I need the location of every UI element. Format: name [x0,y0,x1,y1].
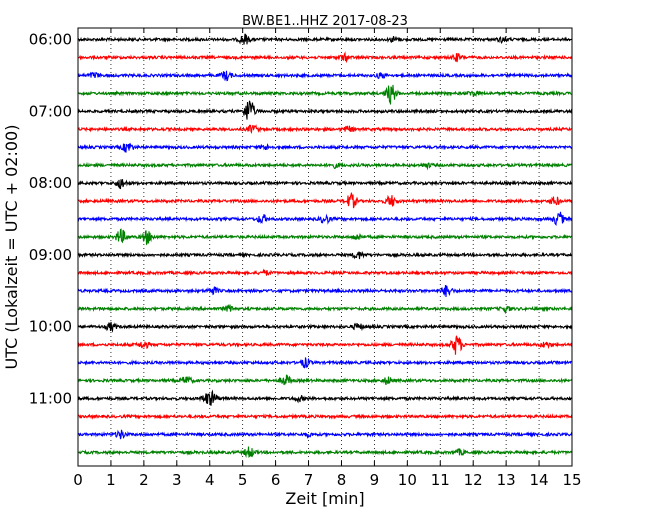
x-axis: 0 1 2 3 4 5 6 7 8 9 10 11 12 13 14 15 [73,28,582,489]
chart-title: BW.BE1..HHZ 2017-08-23 [242,14,408,29]
trace-line [77,70,573,82]
trace-line [77,228,573,246]
trace-line [77,250,573,260]
trace-line [77,321,573,333]
trace-line [77,284,573,298]
trace-line [77,161,573,171]
trace-line [77,374,573,386]
y-tick-label: 09:00 [29,246,72,264]
trace-line [77,179,573,190]
y-tick-label: 08:00 [29,174,72,192]
x-tick-label: 14 [530,471,549,489]
trace-line [77,33,573,45]
x-tick-label: 15 [562,471,581,489]
y-tick-label: 06:00 [29,31,72,49]
x-tick-label: 0 [73,471,83,489]
trace-line [77,357,573,369]
trace-line [77,192,573,209]
trace-line [77,446,573,459]
trace-line [77,335,573,355]
y-tick-label: 11:00 [29,390,72,408]
x-tick-label: 13 [497,471,516,489]
x-tick-label: 8 [337,471,347,489]
trace-line [77,211,573,227]
trace-line [77,51,573,64]
trace-line [77,124,573,135]
trace-line [77,412,573,420]
x-tick-label: 12 [464,471,483,489]
y-tick-label: 07:00 [29,102,72,120]
plot-frame [77,27,573,467]
x-tick-label: 10 [398,471,417,489]
trace-line [77,389,573,406]
trace-line [77,268,573,277]
x-tick-label: 11 [431,471,450,489]
x-tick-label: 6 [271,471,281,489]
trace-line [77,100,573,120]
x-tick-label: 9 [370,471,380,489]
x-tick-label: 2 [139,471,149,489]
trace-line [77,429,573,440]
y-axis: 06:00 07:00 08:00 09:00 10:00 11:00 [29,31,572,408]
x-tick-label: 7 [304,471,314,489]
x-axis-label: Zeit [min] [285,489,364,508]
trace-group [77,33,573,459]
trace-line [77,84,573,105]
trace-line [77,142,573,153]
x-tick-label: 5 [238,471,248,489]
y-axis-label: UTC (Lokalzeit = UTC + 02:00) [2,125,21,370]
y-tick-label: 10:00 [29,318,72,336]
x-tick-label: 1 [106,471,116,489]
trace-line [77,304,573,315]
x-tick-label: 4 [205,471,215,489]
x-tick-label: 3 [172,471,182,489]
